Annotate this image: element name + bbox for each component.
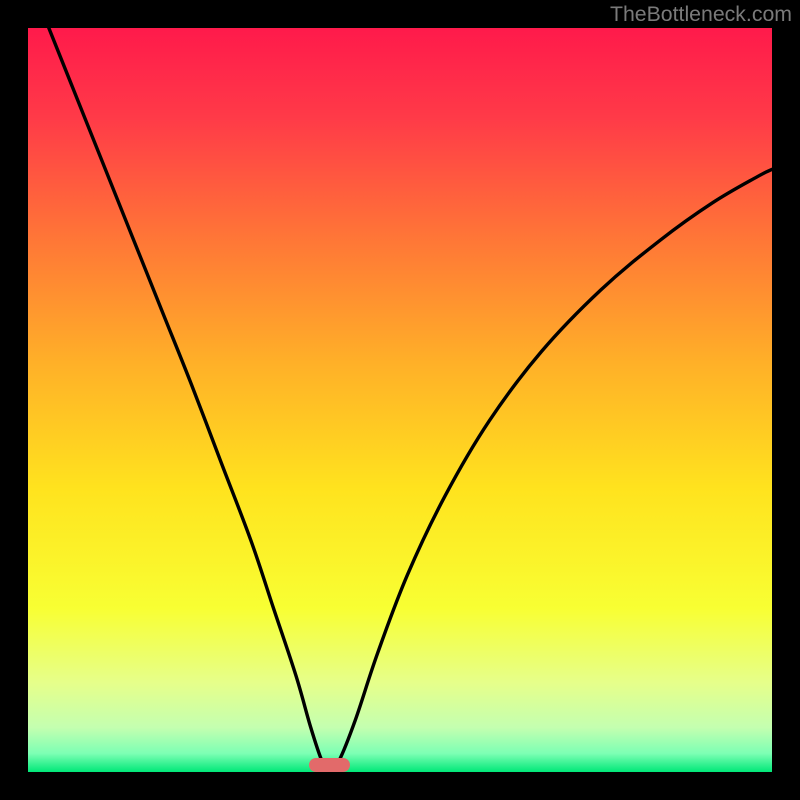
plot-area: [28, 28, 772, 772]
chart-frame: TheBottleneck.com: [0, 0, 800, 800]
watermark-label: TheBottleneck.com: [610, 2, 792, 27]
valley-marker: [309, 758, 350, 772]
bottleneck-curve: [28, 28, 772, 772]
